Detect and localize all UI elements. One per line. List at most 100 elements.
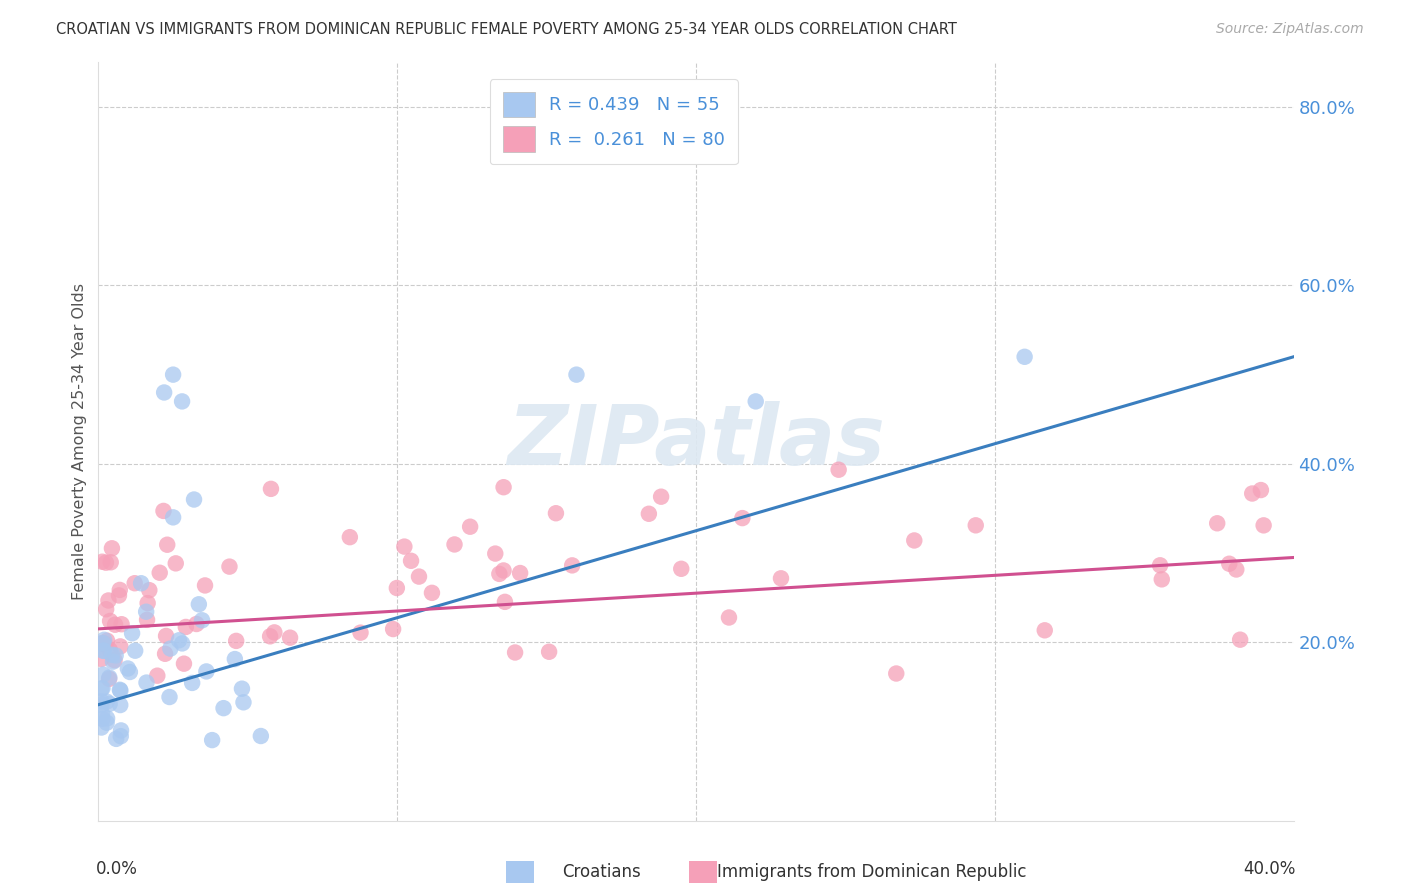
Point [101, 655, 124, 669]
Point [769, 571, 792, 585]
Text: 0.0%: 0.0% [96, 860, 138, 878]
Point [191, 613, 214, 627]
Point [93, 643, 115, 657]
Point [121, 626, 143, 640]
Point [136, 596, 159, 610]
Point [91, 644, 114, 658]
Point [278, 631, 301, 645]
Point [162, 510, 184, 524]
Y-axis label: Female Poverty Among 25-34 Year Olds: Female Poverty Among 25-34 Year Olds [72, 283, 87, 600]
Point [118, 665, 141, 679]
Point [492, 480, 515, 494]
Point [1014, 350, 1036, 364]
Point [110, 723, 132, 738]
Point [96, 633, 118, 648]
Point [195, 665, 218, 679]
Point [110, 698, 132, 712]
Point [408, 569, 430, 583]
Point [96, 711, 118, 725]
Point [104, 617, 127, 632]
Point [162, 368, 184, 382]
Point [218, 559, 240, 574]
Point [91, 667, 114, 681]
Point [385, 581, 408, 595]
Point [105, 731, 128, 746]
Point [172, 636, 194, 650]
Point [124, 643, 146, 657]
Point [1241, 486, 1264, 500]
Text: Immigrants from Dominican Republic: Immigrants from Dominican Republic [717, 863, 1026, 881]
Point [136, 613, 159, 627]
Point [382, 622, 405, 636]
Point [97, 593, 120, 607]
Text: Croatians: Croatians [562, 863, 641, 881]
Point [263, 625, 285, 640]
Point [538, 645, 561, 659]
Point [260, 482, 283, 496]
Point [98, 643, 121, 657]
Point [212, 701, 235, 715]
Point [965, 518, 987, 533]
Point [104, 648, 127, 663]
Point [717, 610, 740, 624]
Point [503, 645, 526, 659]
Point [492, 564, 515, 578]
Point [339, 530, 361, 544]
Point [1253, 518, 1275, 533]
Point [90, 681, 112, 696]
Point [1149, 558, 1171, 573]
Point [94, 556, 117, 570]
Point [1150, 572, 1173, 586]
Point [194, 578, 217, 592]
Point [110, 640, 132, 654]
Legend: R = 0.439   N = 55, R =  0.261   N = 80: R = 0.439 N = 55, R = 0.261 N = 80 [489, 79, 738, 164]
Point [135, 675, 157, 690]
Text: 40.0%: 40.0% [1243, 860, 1296, 878]
Point [231, 681, 253, 696]
Point [509, 566, 531, 580]
Point [146, 668, 169, 682]
Point [458, 519, 481, 533]
Point [232, 695, 254, 709]
Point [1225, 562, 1247, 576]
Point [561, 558, 583, 573]
Point [101, 648, 124, 662]
Point [149, 566, 172, 580]
Text: Source: ZipAtlas.com: Source: ZipAtlas.com [1216, 22, 1364, 37]
Point [93, 632, 115, 647]
Point [91, 636, 114, 650]
Point [110, 729, 132, 743]
Point [91, 681, 114, 695]
Point [110, 617, 132, 632]
Point [98, 614, 121, 628]
Point [494, 595, 516, 609]
Point [135, 605, 157, 619]
Point [91, 706, 114, 721]
Point [108, 682, 131, 697]
Point [1229, 632, 1251, 647]
Point [484, 547, 506, 561]
Point [1218, 557, 1240, 571]
Point [101, 541, 124, 556]
Point [181, 676, 204, 690]
Point [90, 698, 112, 712]
Point [156, 538, 179, 552]
Point [174, 620, 197, 634]
Point [443, 537, 465, 551]
Point [110, 683, 132, 698]
Point [94, 602, 117, 616]
Point [98, 671, 121, 685]
Point [420, 586, 443, 600]
Point [250, 729, 273, 743]
Point [124, 576, 146, 591]
Point [488, 566, 510, 581]
Point [152, 504, 174, 518]
Point [91, 712, 114, 726]
Point [745, 394, 768, 409]
Point [173, 657, 195, 671]
Point [96, 695, 118, 709]
Point [108, 589, 131, 603]
Point [565, 368, 588, 382]
Point [98, 697, 121, 711]
Point [187, 597, 209, 611]
